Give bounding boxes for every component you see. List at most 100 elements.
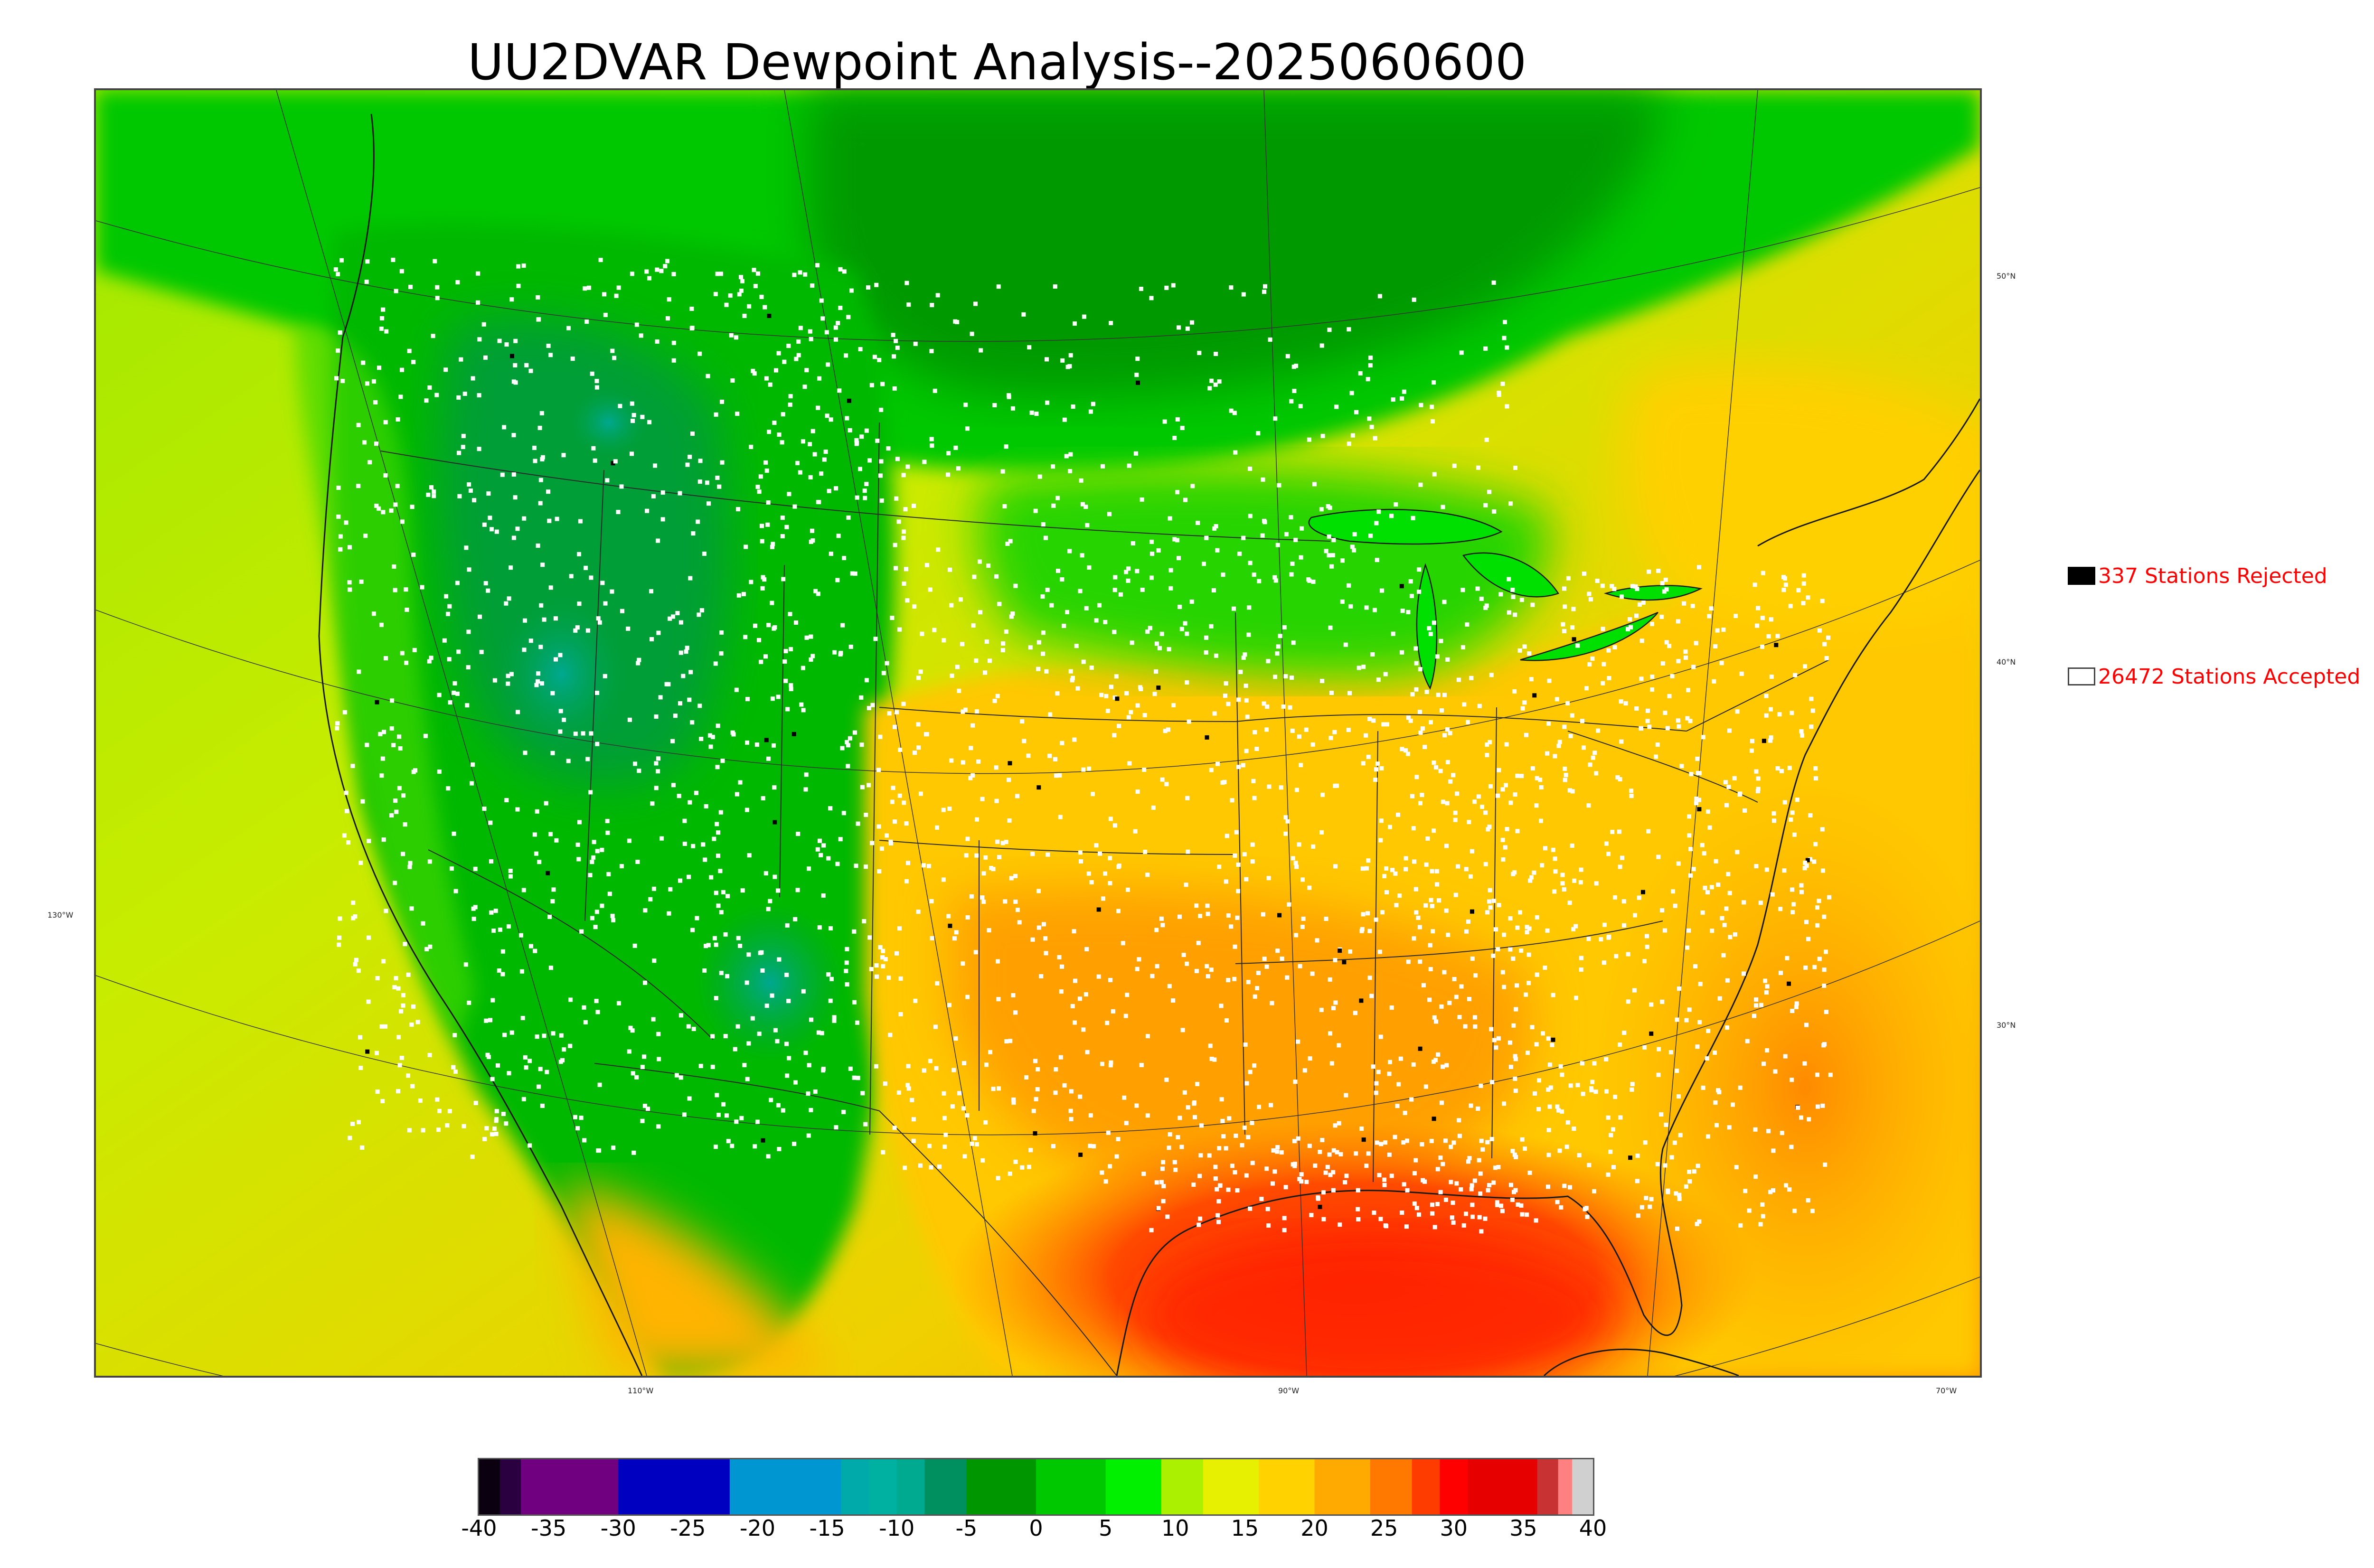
station-marker <box>809 1108 813 1112</box>
station-marker <box>1311 844 1316 849</box>
station-marker <box>586 285 591 290</box>
station-marker <box>783 678 788 683</box>
station-marker <box>845 416 849 421</box>
station-marker <box>1803 664 1807 669</box>
station-marker <box>819 298 824 303</box>
station-marker <box>1580 1061 1584 1066</box>
station-marker <box>898 748 903 752</box>
station-marker <box>1364 605 1369 610</box>
station-marker <box>983 1120 988 1125</box>
station-marker <box>1081 1027 1086 1032</box>
station-marker <box>1466 919 1470 924</box>
station-marker <box>874 1064 878 1069</box>
station-marker <box>1135 357 1140 361</box>
station-marker <box>695 916 699 920</box>
station-marker <box>590 916 594 920</box>
station-marker <box>1575 1083 1580 1088</box>
station-marker <box>725 894 730 899</box>
station-marker <box>521 1097 526 1101</box>
station-marker <box>1108 978 1113 982</box>
station-marker <box>984 1062 989 1067</box>
station-marker <box>1694 801 1698 806</box>
station-marker <box>1142 713 1147 717</box>
station-marker <box>1497 903 1501 908</box>
station-marker <box>1660 581 1665 585</box>
colorbar-tick-label: -30 <box>600 1515 636 1541</box>
station-marker <box>1027 345 1032 350</box>
station-marker <box>1541 1031 1545 1036</box>
station-marker <box>1243 1042 1248 1047</box>
station-marker <box>1216 1220 1221 1224</box>
station-marker <box>1366 377 1370 382</box>
station-marker <box>1643 1140 1648 1145</box>
station-marker <box>1737 792 1742 797</box>
station-marker <box>607 892 612 896</box>
station-marker <box>627 717 632 722</box>
station-marker <box>399 1009 404 1014</box>
station-marker <box>1650 622 1654 626</box>
station-marker <box>1405 751 1410 756</box>
station-marker <box>1486 827 1490 832</box>
station-marker <box>1002 504 1007 508</box>
station-marker <box>559 1033 564 1038</box>
station-marker <box>1483 346 1488 351</box>
map-title: UU2DVAR Dewpoint Analysis--2025060600 <box>467 33 1527 91</box>
station-marker <box>1389 1005 1394 1010</box>
station-marker <box>1194 903 1199 908</box>
station-marker <box>336 514 341 519</box>
station-marker <box>1445 727 1450 732</box>
station-marker <box>1051 1144 1055 1148</box>
colorbar-segment <box>1161 1459 1204 1514</box>
station-marker <box>766 623 771 628</box>
station-marker <box>1156 1206 1161 1211</box>
station-marker <box>1296 1039 1300 1044</box>
station-marker <box>1487 489 1492 494</box>
station-marker <box>409 906 414 911</box>
station-marker <box>1633 913 1637 918</box>
station-marker <box>444 594 449 599</box>
station-marker <box>455 280 460 285</box>
station-marker <box>1513 792 1517 797</box>
station-marker <box>365 259 370 264</box>
rejected-station-swatch <box>2068 567 2095 585</box>
station-marker <box>1342 960 1347 965</box>
station-marker <box>1055 691 1060 696</box>
station-marker <box>336 272 340 276</box>
station-marker <box>351 916 356 920</box>
station-marker <box>407 348 412 353</box>
station-marker <box>1611 1165 1616 1170</box>
station-marker <box>403 942 407 947</box>
station-marker <box>735 792 739 797</box>
station-marker <box>1782 800 1787 805</box>
station-marker <box>1513 466 1517 470</box>
station-marker <box>1790 810 1795 815</box>
station-marker <box>1451 1220 1456 1225</box>
station-marker <box>1568 734 1573 738</box>
station-marker <box>1813 842 1818 846</box>
station-marker <box>1185 326 1190 331</box>
station-marker <box>1785 956 1790 960</box>
station-marker <box>733 1047 737 1052</box>
station-marker <box>1717 1090 1722 1095</box>
station-marker <box>1790 711 1794 715</box>
station-marker <box>562 1047 566 1052</box>
station-marker <box>1382 874 1387 879</box>
station-marker <box>1011 993 1016 997</box>
station-marker <box>816 592 820 596</box>
station-marker <box>656 1124 661 1129</box>
station-marker <box>407 1128 412 1133</box>
station-marker <box>1248 1206 1253 1211</box>
station-marker <box>1796 588 1801 592</box>
station-marker <box>1267 784 1272 789</box>
station-marker <box>806 1133 811 1138</box>
station-marker <box>1677 724 1681 729</box>
station-marker <box>1356 1207 1360 1211</box>
station-marker <box>1441 505 1445 509</box>
station-marker <box>1290 728 1295 733</box>
station-marker <box>895 951 899 956</box>
station-marker <box>1089 666 1094 670</box>
station-marker <box>1044 669 1049 674</box>
station-marker <box>1428 632 1433 636</box>
station-marker <box>906 1086 911 1091</box>
station-marker <box>1198 914 1203 918</box>
